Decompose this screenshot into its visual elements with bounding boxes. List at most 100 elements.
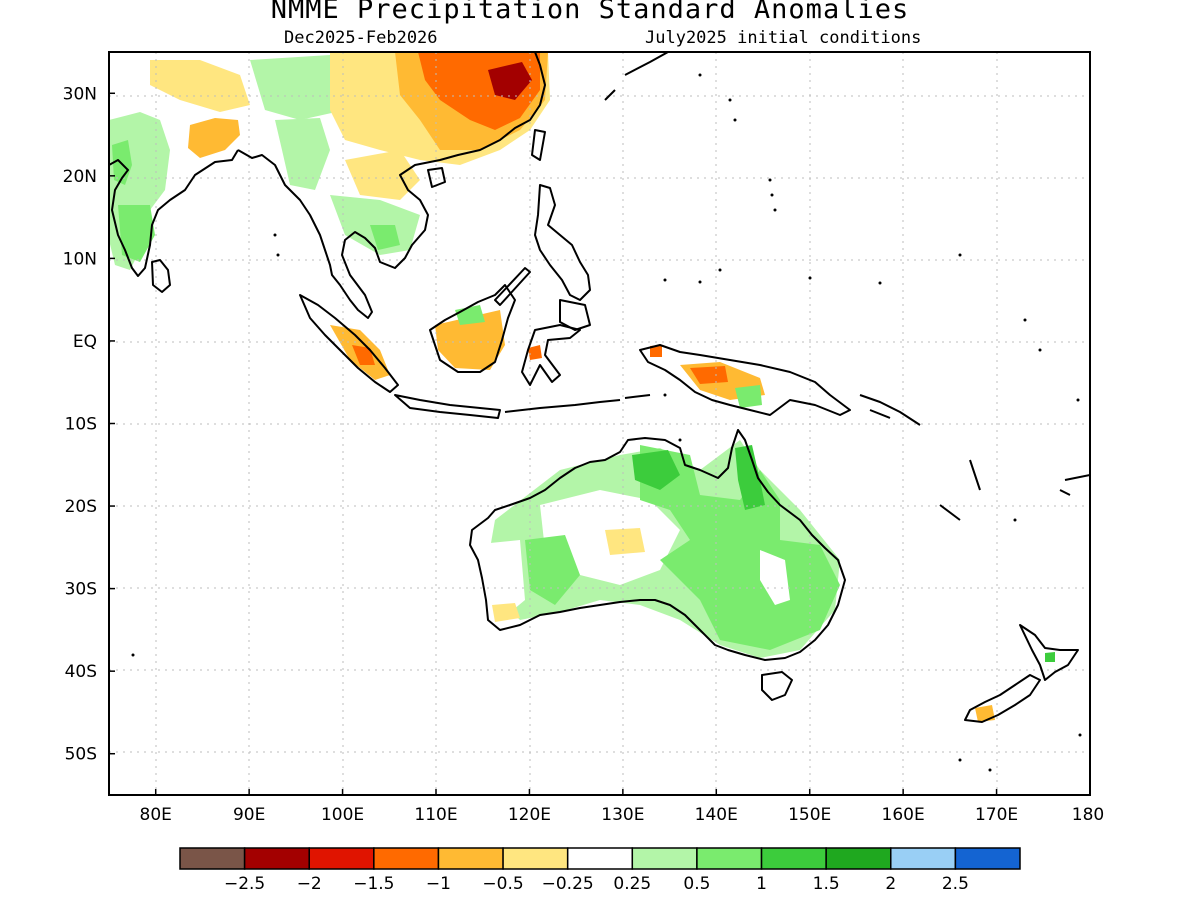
colorbar-label: 2 [885, 874, 896, 894]
lon-tick-label: 180 [1072, 805, 1104, 825]
coastlines [109, 52, 1090, 723]
colorbar-swatch [954, 847, 1021, 870]
philippines-coastline [534, 184, 591, 301]
colorbar: −2.5 −2 −1.5 −1 −0.5 −0.25 0.25 0.5 1 1.5 2 2.5 [179, 847, 1021, 894]
sw-australia-dry-anomaly [492, 603, 520, 622]
colorbar-label: −2.5 [224, 874, 265, 894]
india-south-wet-anomaly [118, 205, 155, 262]
lon-tick-label: 110E [414, 805, 457, 825]
lat-tick-label: 40S [65, 662, 97, 682]
lon-tick-label: 150E [788, 805, 831, 825]
sulawesi-dry-anomaly [528, 345, 542, 360]
colorbar-swatch [502, 847, 569, 870]
lon-tick-label: 160E [882, 805, 925, 825]
cape-york-wet-anomaly [735, 445, 765, 510]
graticule [109, 52, 1090, 795]
pacific-islands-coastline [939, 459, 1090, 521]
australia-central-dry-anomaly [605, 528, 645, 555]
java-coastline [394, 394, 501, 419]
india-wet-anomaly-strong [112, 140, 132, 185]
lon-tick-label: 120E [508, 805, 551, 825]
himalaya-dry-anomaly-light [150, 60, 250, 112]
colorbar-label: −0.5 [482, 874, 523, 894]
lat-tick-label: 10N [63, 249, 97, 269]
lat-tick-label: 10S [65, 415, 97, 435]
australia-west-wet-anomaly [525, 535, 580, 605]
sri-lanka-coastline [151, 259, 171, 293]
new-zealand-wet-anomaly [1045, 652, 1055, 662]
colorbar-swatch [631, 847, 698, 870]
bird-head-dry-anomaly [650, 345, 662, 357]
lat-tick-label: 30N [63, 84, 97, 104]
india-coastline [109, 149, 239, 277]
australia-east-neutral [760, 550, 790, 605]
colorbar-label: 1 [756, 874, 767, 894]
indochina-dry-anomaly [345, 150, 420, 200]
forecast-period: Dec2025-Feb2026 [284, 28, 438, 48]
colorbar-label: −2 [297, 874, 322, 894]
burma-wet-anomaly [275, 118, 330, 190]
colorbar-swatch [825, 847, 892, 870]
anomaly-shading [109, 52, 1055, 722]
mindanao-coastline [559, 299, 591, 331]
new-zealand-north-coastline [1019, 624, 1079, 681]
taiwan-coastline [531, 129, 546, 161]
colorbar-label: −0.25 [542, 874, 594, 894]
japan-coastline [604, 52, 669, 101]
lon-tick-label: 130E [601, 805, 644, 825]
borneo-coastline [429, 284, 516, 373]
lat-tick-label: 50S [65, 745, 97, 765]
borneo-dry-anomaly [435, 310, 505, 370]
sumatra-coastline [299, 294, 399, 393]
lat-tick-label: 30S [65, 580, 97, 600]
sulawesi-coastline [521, 324, 581, 386]
lon-tick-label: 80E [140, 805, 172, 825]
tasmania-coastline [761, 671, 793, 701]
lat-tick-label: EQ [73, 332, 97, 352]
longitude-axis: 80E 90E 100E 110E 120E 130E 140E 150E 160E 170E 18… [140, 789, 1104, 825]
solomon-coastline [859, 394, 921, 426]
colorbar-swatch [437, 847, 504, 870]
colorbar-swatch [696, 847, 763, 870]
tibet-wet-anomaly [250, 55, 350, 120]
palawan-coastline [494, 267, 531, 306]
colorbar-swatch [179, 847, 246, 870]
new-guinea-dry-anomaly-moderate [690, 366, 728, 384]
small-islands [131, 73, 1082, 772]
colorbar-label: −1.5 [353, 874, 394, 894]
map-title: NMME Precipitation Standard Anomalies [270, 0, 910, 25]
indochina-wet-anomaly-strong [370, 225, 400, 250]
initial-conditions: July2025 initial conditions [645, 28, 922, 48]
colorbar-swatch [566, 847, 634, 870]
colorbar-swatch [890, 847, 957, 870]
colorbar-label: −1 [426, 874, 451, 894]
new-guinea-coastline [639, 344, 851, 416]
colorbar-swatch [243, 847, 310, 870]
new-zealand-south-coastline [964, 674, 1041, 723]
latitude-axis: 30N 20N 10N EQ 10S 20S 30S 40S 50S [63, 84, 115, 765]
arnhem-wet-anomaly [632, 450, 680, 490]
lat-tick-label: 20S [65, 497, 97, 517]
lon-tick-label: 140E [695, 805, 738, 825]
australia-wet-anomaly-strong [640, 445, 840, 650]
new-zealand-dry-anomaly [975, 705, 995, 722]
burma-malay-coastline [237, 52, 546, 319]
colorbar-label: 0.5 [683, 874, 710, 894]
colorbar-swatch [308, 847, 375, 870]
australia-coastline [469, 429, 846, 661]
lon-tick-label: 90E [233, 805, 265, 825]
colorbar-label: 1.5 [813, 874, 840, 894]
colorbar-swatch [373, 847, 440, 870]
lon-tick-label: 170E [975, 805, 1018, 825]
colorbar-label: 0.25 [613, 874, 651, 894]
lon-tick-label: 100E [321, 805, 364, 825]
lesser-sunda-coastline [504, 394, 651, 413]
lat-tick-label: 20N [63, 167, 97, 187]
colorbar-label: 2.5 [942, 874, 969, 894]
hainan-coastline [427, 167, 446, 188]
himalaya-dry-anomaly [188, 118, 240, 158]
new-guinea-wet-anomaly [735, 385, 762, 408]
colorbar-swatch [760, 847, 827, 870]
east-china-dry-anomaly-severe [488, 62, 532, 100]
